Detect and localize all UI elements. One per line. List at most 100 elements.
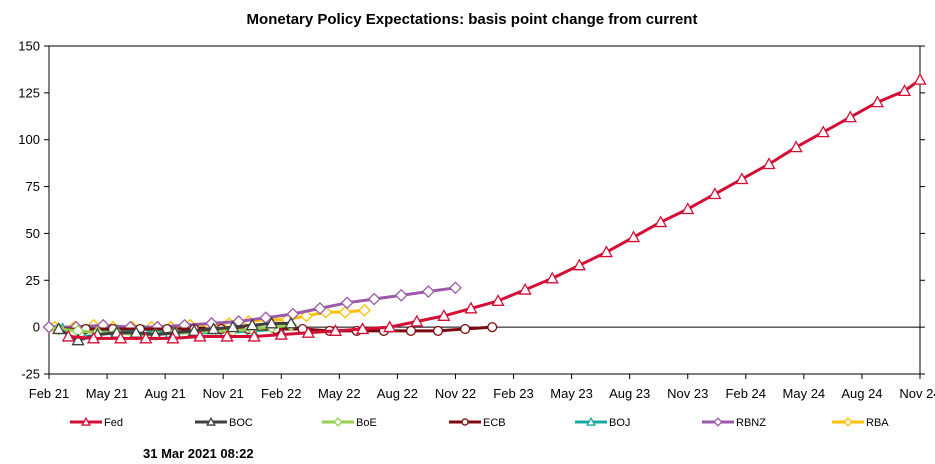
data-point-fed (626, 230, 641, 243)
y-tick-label: 100 (18, 132, 40, 147)
data-point-rbnz (340, 296, 354, 310)
data-point-fed (491, 294, 505, 306)
y-tick-label: -25 (21, 367, 40, 382)
data-point-fed (166, 331, 180, 344)
data-point-fed (545, 271, 559, 284)
data-point-fed (301, 325, 315, 338)
data-point-fed (193, 329, 207, 342)
x-tick-label: May 24 (783, 386, 826, 401)
data-point-ecb (487, 322, 498, 333)
legend-label-boc: BOC (229, 417, 253, 429)
x-tick-label: Nov 24 (899, 386, 935, 401)
data-point-fed (61, 329, 75, 342)
data-point-fed (708, 187, 722, 200)
x-tick-label: Aug 23 (609, 386, 650, 401)
data-point-fed (913, 72, 927, 85)
data-point-fed (735, 172, 749, 185)
legend-marker-ecb (461, 418, 469, 426)
data-point-fed (355, 322, 370, 335)
data-point-fed (654, 215, 668, 228)
y-tick-label: 50 (26, 226, 40, 241)
x-tick-label: May 22 (318, 386, 361, 401)
data-point-fed (816, 125, 830, 138)
data-point-fed (139, 331, 153, 344)
legend-label-rbnz: RBNZ (736, 417, 766, 429)
data-point-ecb (432, 325, 444, 336)
data-point-fed (843, 110, 857, 123)
x-tick-label: Feb 21 (29, 386, 69, 401)
data-point-fed (599, 245, 614, 258)
x-tick-label: May 21 (86, 386, 129, 401)
data-point-fed (328, 324, 343, 336)
x-tick-label: Feb 24 (726, 386, 766, 401)
data-point-boc (264, 316, 279, 329)
legend-label-fed: Fed (104, 417, 123, 429)
series-fed (61, 72, 927, 344)
legend-item-boe: BoE (322, 417, 377, 429)
legend-label-rba: RBA (866, 417, 889, 429)
data-point-ecb (460, 323, 471, 335)
y-tick-label: 75 (26, 179, 40, 194)
x-tick-label: Aug 22 (377, 386, 418, 401)
legend-marker-boj (586, 416, 596, 426)
data-point-rbnz (421, 285, 435, 298)
data-point-fed (762, 157, 776, 170)
x-tick-label: May 23 (550, 386, 593, 401)
legend-label-boj: BOJ (609, 417, 630, 429)
legend-item-boc: BOC (195, 416, 253, 429)
data-point-fed (897, 84, 912, 97)
legend-marker-fed (81, 416, 91, 426)
legend-label-ecb: ECB (483, 417, 506, 429)
data-point-boc (187, 324, 201, 336)
x-tick-label: Feb 23 (493, 386, 533, 401)
legend-marker-boe (333, 417, 343, 427)
data-point-rbnz (42, 320, 56, 334)
y-tick-label: 0 (33, 320, 40, 335)
data-point-boc (284, 316, 298, 329)
data-point-fed (437, 309, 451, 321)
y-tick-label: 25 (26, 273, 40, 288)
x-tick-label: Nov 23 (667, 386, 708, 401)
x-tick-label: Aug 21 (145, 386, 186, 401)
data-point-fed (464, 301, 478, 314)
data-point-fed (518, 282, 532, 295)
x-tick-label: Nov 22 (435, 386, 476, 401)
timestamp-label: 31 Mar 2021 08:22 (143, 446, 254, 461)
data-point-boc (245, 318, 259, 331)
data-point-rbnz (394, 288, 408, 302)
legend-label-boe: BoE (356, 417, 377, 429)
axis-ticks: 150 125 100 75 50 25 0 -25 Feb 21 May 21 Aug 21 Nov… (18, 39, 935, 402)
x-tick-label: Feb 22 (261, 386, 301, 401)
legend-marker-rbnz (713, 417, 723, 427)
data-point-rbnz (286, 307, 300, 321)
legend-marker-rba (843, 417, 853, 427)
data-point-fed (572, 258, 586, 271)
data-point-fed (220, 329, 234, 342)
legend-item-rbnz: RBNZ (702, 417, 766, 429)
data-point-rbnz (367, 292, 381, 306)
legend-item-rba: RBA (832, 417, 889, 429)
chart-title: Monetary Policy Expectations: basis poin… (247, 11, 698, 28)
data-point-rbnz (313, 301, 327, 315)
data-point-fed (789, 140, 803, 153)
legend-item-fed: Fed (70, 416, 123, 429)
x-tick-label: Aug 24 (841, 386, 882, 401)
data-point-ecb (405, 325, 416, 336)
data-point-boc (226, 320, 240, 333)
legend-marker-boc (206, 416, 216, 426)
data-point-fed (870, 95, 885, 108)
legend: Fed BOC BoE ECB BOJ RBNZ RBA (70, 416, 889, 429)
data-point-fed (383, 320, 397, 333)
legend-item-boj: BOJ (575, 416, 630, 429)
series-line-fed (68, 78, 921, 340)
y-tick-label: 125 (18, 85, 40, 100)
series-layer (42, 72, 927, 346)
y-tick-label: 150 (18, 39, 40, 54)
data-point-fed (114, 331, 128, 344)
data-point-fed (247, 329, 261, 342)
data-point-boc (206, 322, 221, 335)
data-point-rbnz (449, 281, 462, 295)
data-point-boc (71, 333, 85, 346)
